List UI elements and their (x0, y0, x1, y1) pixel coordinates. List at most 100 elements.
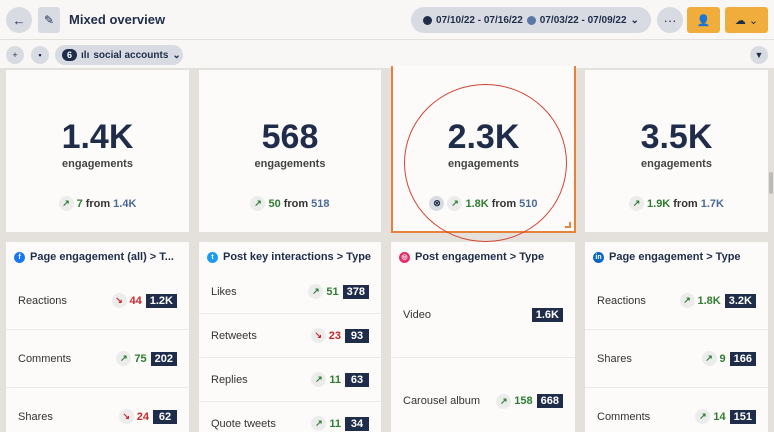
row-value: 1.2K (145, 293, 177, 308)
metric-value: 568 (261, 118, 319, 156)
row-change: 1.8K (697, 294, 721, 307)
metric-label: engagements (62, 158, 133, 170)
summary-card[interactable]: 3.5K engagements ↗ 1.9K from 1.7K (585, 70, 768, 232)
card-title: Post key interactions > Type (223, 251, 372, 263)
row-value: 378 (342, 284, 369, 299)
row-label: Video (403, 308, 431, 321)
change-value: 7 (76, 197, 83, 210)
change-value: 50 (268, 197, 281, 210)
more-button[interactable]: ··· (657, 7, 683, 33)
table-row: Comments ↗ 14 151 (585, 388, 768, 432)
arrow-down-right-icon: ↘ (118, 409, 134, 424)
highlight-circle (404, 84, 567, 242)
row-value: 1.6K (531, 307, 563, 322)
current-date-range: 07/10/22 - 07/16/22 (436, 14, 523, 26)
table-row: Reactions ↘ 44 1.2K (6, 272, 189, 330)
comment-button[interactable]: ▪ (31, 46, 49, 64)
cloud-download-icon: ☁ ⌄ (734, 14, 759, 27)
row-label: Reactions (18, 294, 67, 307)
table-row: Carousel album ↗ 158 668 (391, 358, 575, 432)
arrow-up-right-icon: ↗ (308, 284, 324, 299)
table-row: Shares ↘ 24 62 (6, 388, 189, 432)
row-value: 93 (345, 328, 369, 343)
ellipsis-icon: ··· (663, 12, 677, 28)
filter-button[interactable]: ▼ (750, 46, 768, 64)
row-change: 44 (129, 294, 142, 307)
row-value: 668 (536, 394, 563, 408)
arrow-down-right-icon: ↘ (310, 328, 326, 343)
row-label: Replies (211, 373, 248, 386)
breakdown-card-instagram: ◎ Post engagement > Type Video 1.6K Carous… (391, 242, 575, 432)
edit-button[interactable]: ✎ (38, 7, 60, 33)
row-change: 9 (719, 352, 726, 365)
row-change: 23 (328, 329, 341, 342)
row-value: 202 (150, 351, 177, 366)
breakdown-card-facebook: f Page engagement (all) > T... Reactions ↘… (6, 242, 189, 432)
page-title: Mixed overview (69, 12, 166, 27)
row-label: Comments (597, 410, 651, 423)
card-title: Page engagement (all) > T... (30, 251, 174, 263)
summary-card[interactable]: 1.4K engagements ↗ 7 from 1.4K (6, 70, 189, 232)
arrow-up-right-icon: ↗ (311, 372, 327, 387)
resize-handle[interactable] (565, 222, 571, 228)
row-change: 75 (134, 352, 147, 365)
arrow-up-right-icon: ↗ (58, 196, 74, 211)
table-row: Quote tweets ↗ 11 34 (199, 402, 381, 432)
row-value: 3.2K (724, 293, 756, 308)
arrow-up-right-icon: ↗ (250, 196, 266, 211)
arrow-up-right-icon: ↗ (695, 409, 711, 424)
accounts-label: social accounts (93, 49, 169, 61)
scrollbar[interactable] (769, 172, 773, 194)
previous-period-dot (526, 15, 536, 25)
from-label: from (283, 197, 309, 210)
linkedin-icon: in (593, 251, 604, 263)
row-label: Reactions (597, 294, 646, 307)
table-row: Reactions ↗ 1.8K 3.2K (585, 272, 768, 330)
accounts-filter[interactable]: 6 ılı social accounts ⌄ (55, 45, 183, 65)
instagram-icon: ◎ (399, 251, 410, 263)
date-range-picker[interactable]: 07/10/22 - 07/16/22 07/03/22 - 07/09/22 … (411, 7, 651, 33)
metric-change: ↗ 50 from 518 (199, 196, 381, 211)
change-value: 1.9K (647, 197, 671, 210)
row-change: 11 (329, 373, 341, 386)
breakdown-card-twitter: t Post key interactions > Type Likes ↗ 51 37… (199, 242, 381, 432)
summary-card[interactable]: 568 engagements ↗ 50 from 518 (199, 70, 381, 232)
facebook-icon: f (14, 251, 25, 263)
download-button[interactable]: ☁ ⌄ (725, 7, 768, 33)
row-label: Likes (211, 285, 237, 298)
card-title: Post engagement > Type (415, 251, 545, 263)
previous-value: 1.4K (113, 197, 137, 210)
row-change: 51 (326, 285, 339, 298)
table-row: Shares ↗ 9 166 (585, 330, 768, 388)
row-value: 63 (345, 372, 369, 387)
row-value: 166 (729, 351, 756, 366)
table-row: Video 1.6K (391, 272, 575, 358)
row-label: Carousel album (403, 395, 481, 407)
arrow-down-right-icon: ↘ (111, 293, 127, 308)
row-label: Comments (18, 352, 72, 365)
current-period-dot (423, 15, 433, 25)
metric-label: engagements (254, 158, 326, 170)
user-plus-icon: 👤 (696, 14, 711, 27)
row-value: 62 (153, 409, 177, 424)
metric-change: ↗ 7 from 1.4K (6, 196, 189, 211)
metric-change: ↗ 1.9K from 1.7K (585, 196, 768, 211)
metric-label: engagements (641, 158, 712, 170)
share-user-button[interactable]: 👤 (687, 7, 720, 33)
metric-value: 1.4K (61, 118, 134, 156)
table-row: Comments ↗ 75 202 (6, 330, 189, 388)
row-change: 24 (136, 410, 149, 423)
row-label: Retweets (211, 329, 257, 342)
from-label: from (673, 197, 698, 210)
previous-value: 518 (311, 197, 330, 210)
table-row: Retweets ↘ 23 93 (199, 314, 381, 358)
row-change: 14 (713, 410, 726, 423)
row-value: 151 (729, 409, 756, 424)
row-change: 158 (514, 395, 533, 407)
back-button[interactable]: ← (6, 7, 32, 33)
add-button[interactable]: + (6, 46, 24, 64)
table-row: Likes ↗ 51 378 (199, 270, 381, 314)
previous-value: 1.7K (700, 197, 724, 210)
filter-icon: ▼ (754, 50, 764, 60)
row-label: Shares (597, 352, 632, 365)
